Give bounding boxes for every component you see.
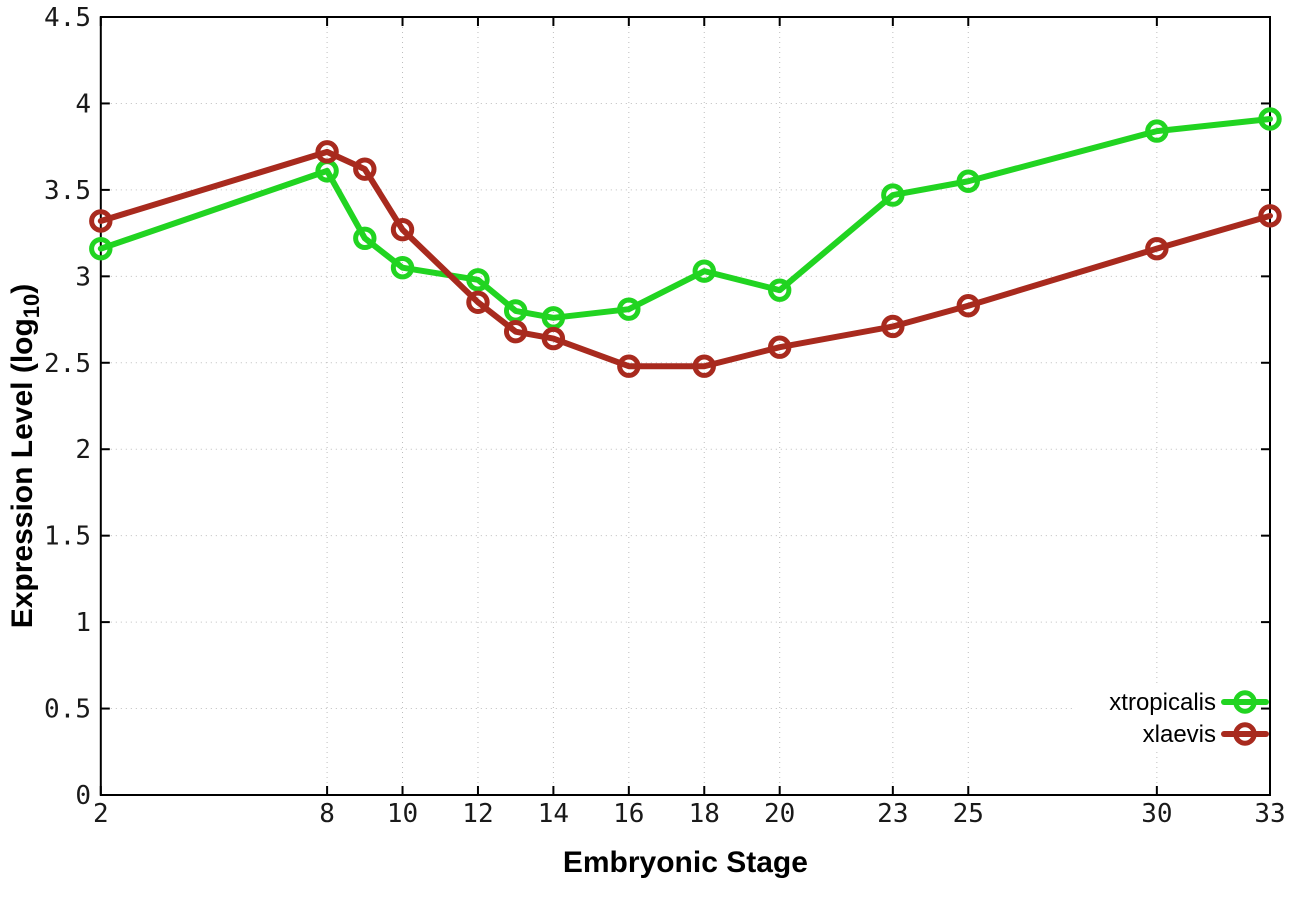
x-tick-label: 2	[93, 799, 109, 829]
data-point-xlaevis-stage-14	[541, 326, 566, 351]
data-point-xtropicalis-stage-25	[956, 169, 980, 193]
data-point-xlaevis-stage-9	[353, 157, 377, 181]
x-tick-label: 20	[764, 799, 795, 829]
data-point-xlaevis-stage-10	[390, 217, 415, 242]
data-point-xlaevis-stage-2	[89, 209, 113, 233]
data-point-xtropicalis-stage-16	[617, 297, 641, 321]
y-tick-label: 0.5	[44, 695, 91, 725]
x-tick-label: 8	[319, 799, 335, 829]
y-tick-label: 1.5	[44, 522, 91, 552]
y-axis-title: Expression Level (log10)	[6, 284, 44, 629]
x-tick-label: 33	[1254, 799, 1285, 829]
data-point-xtropicalis-stage-33	[1258, 107, 1282, 131]
data-point-xlaevis-stage-23	[881, 314, 905, 339]
legend-sample-marker-xlaevis	[1233, 722, 1257, 746]
x-tick-label: 30	[1141, 799, 1172, 829]
x-tick-label: 10	[387, 799, 418, 829]
x-axis-title: Embryonic Stage	[563, 846, 808, 879]
data-point-xtropicalis-stage-18	[692, 259, 716, 283]
x-tick-label: 16	[613, 799, 644, 829]
data-point-xtropicalis-stage-23	[881, 183, 905, 207]
y-tick-label: 2.5	[44, 349, 91, 379]
y-tick-label: 1	[75, 608, 91, 638]
legend-label-xlaevis: xlaevis	[1143, 721, 1216, 748]
x-tick-label: 14	[538, 799, 569, 829]
x-tick-label: 18	[689, 799, 720, 829]
data-point-xlaevis-stage-18	[692, 354, 716, 378]
data-point-xtropicalis-stage-10	[390, 255, 415, 280]
data-point-xtropicalis-stage-20	[767, 278, 792, 302]
legend-sample-marker-xtropicalis	[1233, 690, 1257, 714]
legend-background	[1072, 684, 1266, 750]
series-line-xlaevis	[97, 148, 1273, 370]
y-tick-label: 4	[75, 89, 91, 119]
data-point-xlaevis-stage-12	[466, 290, 490, 314]
data-point-xlaevis-stage-20	[767, 335, 792, 359]
y-tick-label: 3	[75, 262, 91, 292]
data-point-xtropicalis-stage-2	[89, 236, 113, 261]
x-tick-label: 23	[877, 799, 908, 829]
data-point-xlaevis-stage-30	[1145, 236, 1169, 261]
data-point-xtropicalis-stage-12	[466, 268, 490, 292]
data-point-xlaevis-stage-13	[503, 319, 528, 344]
data-point-xtropicalis-stage-9	[353, 226, 377, 250]
data-point-xtropicalis-stage-30	[1145, 119, 1169, 143]
data-point-xlaevis-stage-8	[315, 140, 339, 164]
y-tick-label: 4.5	[44, 3, 91, 33]
y-tick-label: 2	[75, 435, 91, 465]
data-point-xlaevis-stage-25	[956, 294, 980, 318]
x-tick-label: 12	[462, 799, 493, 829]
y-tick-label: 0	[75, 781, 91, 811]
x-tick-label: 25	[953, 799, 984, 829]
data-point-xlaevis-stage-33	[1258, 204, 1282, 228]
plot-border	[99, 16, 1271, 796]
series-line-xtropicalis	[97, 116, 1273, 321]
data-point-xlaevis-stage-16	[617, 354, 641, 378]
legend-label-xtropicalis: xtropicalis	[1109, 689, 1216, 716]
y-tick-label: 3.5	[44, 176, 91, 206]
